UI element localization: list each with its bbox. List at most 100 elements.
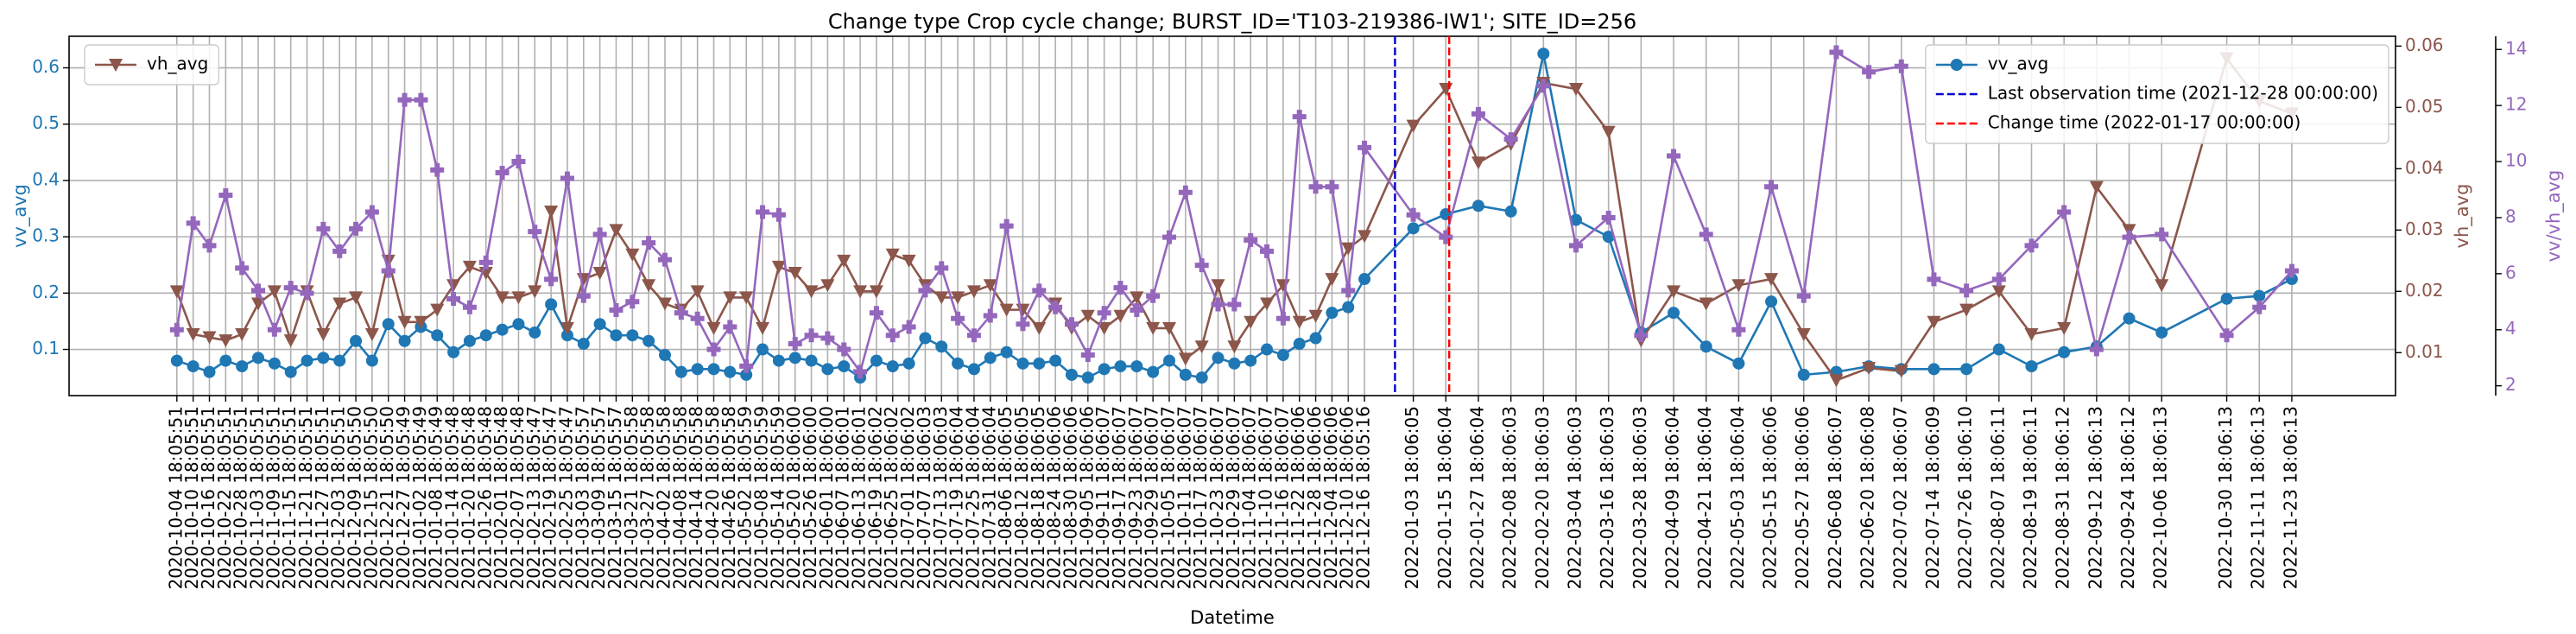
y3-tick-label: 8 — [2505, 206, 2516, 226]
y3-tick-label: 6 — [2505, 262, 2516, 282]
point — [1227, 340, 1242, 354]
point — [1292, 110, 1307, 124]
point — [610, 329, 623, 342]
x-tick-label: 2022-04-21 18:06:04 — [1694, 406, 1715, 589]
x-tick-label: 2022-10-06 18:06:13 — [2150, 406, 2171, 589]
point — [902, 357, 915, 370]
point — [1569, 213, 1582, 226]
x-tick-label: 2021-08-18 18:06:05 — [1028, 406, 1048, 589]
point — [186, 328, 200, 342]
point — [251, 283, 266, 298]
point — [2284, 263, 2299, 278]
point — [952, 357, 965, 370]
point — [528, 225, 542, 239]
x-tick-label: 2021-04-20 18:05:58 — [702, 406, 723, 589]
x-tick-label: 2021-08-12 18:06:05 — [1011, 406, 1032, 589]
x-tick-label: 2021-02-25 18:05:47 — [555, 406, 576, 589]
point — [674, 306, 688, 320]
legend-label: vv_avg — [1988, 54, 2048, 74]
legend-label: Last observation time (2021-12-28 00:00:… — [1988, 83, 2378, 104]
x-tick-label: 2022-03-04 18:06:03 — [1564, 406, 1585, 589]
point — [2219, 328, 2234, 343]
point — [2057, 205, 2072, 219]
point — [512, 318, 525, 331]
point — [218, 187, 233, 202]
point — [577, 338, 590, 351]
point — [2057, 321, 2072, 335]
x-tick-label: 2022-03-16 18:06:03 — [1597, 406, 1617, 589]
point — [332, 297, 347, 311]
point — [804, 328, 819, 343]
point — [1097, 321, 1111, 335]
legend-box — [1925, 44, 2389, 144]
x-tick-label: 2020-10-04 18:05:51 — [165, 406, 186, 589]
point — [235, 261, 250, 276]
x-tick-label: 2021-10-29 18:06:07 — [1223, 406, 1244, 589]
point — [1000, 346, 1013, 358]
point — [983, 279, 997, 293]
point — [235, 328, 250, 342]
point — [1764, 180, 1779, 194]
x-tick-label: 2021-05-02 18:05:59 — [735, 406, 756, 589]
point — [593, 318, 606, 331]
point — [1244, 232, 1258, 247]
x-tick-label: 2021-09-29 18:06:07 — [1142, 406, 1162, 589]
point — [447, 346, 460, 358]
point — [1358, 230, 1372, 244]
x-tick-label: 2021-06-01 18:06:00 — [816, 406, 837, 589]
point — [2220, 292, 2233, 305]
point — [1178, 352, 1193, 366]
point — [1341, 283, 1356, 298]
point — [707, 363, 720, 376]
plot-frame — [68, 35, 2396, 396]
point — [284, 365, 297, 378]
point — [771, 207, 786, 222]
point — [576, 288, 591, 303]
point — [316, 328, 331, 342]
legend-box — [84, 44, 220, 86]
point — [1927, 363, 1940, 376]
x-tick-label: 2021-12-16 18:05:16 — [1353, 406, 1374, 589]
point — [625, 248, 640, 262]
y3-tick-label: 2 — [2505, 374, 2516, 395]
point — [1098, 363, 1111, 376]
point — [642, 334, 655, 347]
y-tick-label: 0.3 — [32, 225, 60, 246]
point — [609, 303, 623, 318]
point — [1991, 285, 2006, 299]
point — [252, 352, 265, 365]
point — [431, 329, 444, 342]
legend-label: Change time (2022-01-17 00:00:00) — [1988, 112, 2301, 133]
point — [626, 329, 639, 342]
x-tick-label: 2021-07-25 18:06:04 — [962, 406, 983, 589]
point — [365, 354, 378, 367]
point — [397, 315, 412, 329]
point — [1211, 279, 1225, 293]
point — [1406, 207, 1421, 222]
legend: vv_avg Last observation time (2021-12-28 … — [1925, 44, 2389, 144]
point — [2058, 346, 2071, 358]
point — [609, 224, 623, 238]
point — [316, 221, 331, 236]
x-tick-label: 2020-10-16 18:05:51 — [198, 406, 218, 589]
point — [1960, 363, 1973, 376]
point — [1358, 140, 1372, 155]
point — [1276, 349, 1289, 362]
point — [495, 291, 510, 305]
point — [1862, 65, 1877, 79]
y3-axis-label: vv/vh_avg — [2543, 170, 2565, 263]
point — [545, 298, 558, 311]
point — [1308, 309, 1323, 323]
y-tick-label: 0.4 — [32, 168, 60, 189]
point — [414, 92, 428, 107]
x-tick-label: 2020-10-22 18:05:51 — [214, 406, 235, 589]
point — [317, 352, 330, 365]
x-tick-label: 2021-11-10 18:06:07 — [1256, 406, 1276, 589]
point — [1163, 354, 1176, 367]
point — [1927, 272, 1941, 287]
point — [1472, 200, 1484, 212]
point — [2155, 279, 2169, 293]
point — [478, 255, 493, 269]
x-tick-label: 2022-05-03 18:06:04 — [1727, 406, 1748, 589]
